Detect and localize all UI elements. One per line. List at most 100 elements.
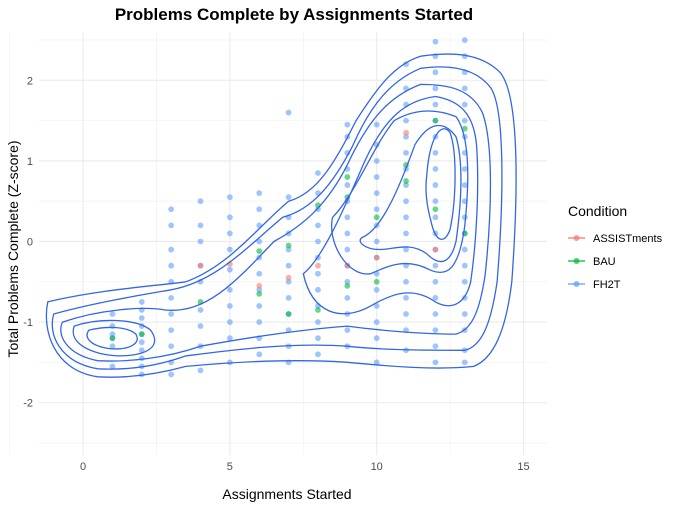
data-point-fh2t [432,359,439,366]
data-point-fh2t [197,367,204,374]
data-point-bau [344,282,351,289]
density-contour-line [86,326,138,350]
data-point-fh2t [432,198,439,205]
data-point-fh2t [315,270,321,277]
data-point-fh2t [403,246,409,253]
data-point-fh2t [285,194,292,201]
data-point-fh2t [432,262,439,269]
data-point-fh2t [256,238,263,245]
data-point-fh2t [403,182,409,188]
chart-title: Problems Complete by Assignments Started [115,5,473,24]
data-point-fh2t [226,194,233,201]
data-point-fh2t [138,299,145,305]
data-point-fh2t [373,206,380,213]
data-point-bau [315,307,321,313]
y-tick-label: 2 [27,75,33,87]
data-point-bau [461,125,468,132]
data-point-fh2t [461,182,468,188]
legend-label-fh2t: FH2T [593,279,621,291]
data-point-fh2t [315,206,321,213]
data-point-fh2t [197,307,204,313]
data-point-assistments [256,282,263,289]
data-point-fh2t [403,198,409,205]
y-tick-label: 0 [27,236,33,248]
minor-gridlines [9,32,547,455]
x-tick-label: 0 [80,461,86,473]
x-tick-label: 15 [517,461,529,473]
legend: Condition ASSISTments BAU FH2T [568,203,663,291]
data-point-fh2t [432,69,439,76]
data-point-fh2t [226,286,233,293]
data-point-fh2t [226,319,233,325]
data-point-fh2t [432,182,439,188]
data-point-fh2t [109,311,116,317]
data-point-fh2t [109,343,116,350]
data-point-fh2t [256,319,263,325]
data-point-fh2t [256,270,263,277]
x-axis-ticks: 0 5 10 15 [80,461,530,473]
legend-key-dot [573,235,580,241]
data-point-fh2t [109,363,116,370]
data-point-fh2t [315,222,321,229]
data-point-fh2t [315,319,321,325]
data-point-bau [109,335,116,342]
y-axis-ticks: -2 -1 0 1 2 [23,75,33,409]
data-point-fh2t [226,266,233,273]
y-tick-label: 1 [27,156,33,168]
density-contour-line [359,124,462,263]
density-contour-line [60,83,492,362]
data-point-fh2t [432,85,439,92]
density-contour-line [302,95,479,315]
data-point-fh2t [461,359,468,366]
data-point-fh2t [461,37,468,43]
legend-label-assistments: ASSISTments [593,233,663,245]
data-point-bau [403,178,409,184]
data-point-fh2t [168,222,175,229]
y-tick-label: -1 [23,317,33,329]
data-point-bau [432,206,439,213]
legend-title: Condition [568,203,627,219]
data-point-bau [373,278,380,285]
data-point-fh2t [256,190,263,197]
data-point-fh2t [461,278,468,285]
legend-label-bau: BAU [593,256,616,268]
data-point-fh2t [373,174,380,180]
data-point-fh2t [344,246,351,253]
data-point-fh2t [168,371,175,378]
data-point-fh2t [432,311,439,317]
data-point-fh2t [197,323,204,329]
data-point-fh2t [432,294,439,301]
data-point-fh2t [197,238,204,245]
data-point-fh2t [344,214,351,221]
data-point-fh2t [256,303,263,309]
data-point-fh2t [373,121,380,128]
data-point-fh2t [432,327,439,334]
data-point-fh2t [461,101,468,108]
data-point-fh2t [403,133,409,140]
data-point-fh2t [168,246,175,253]
data-point-fh2t [168,294,175,301]
data-point-assistments [373,254,380,261]
data-point-fh2t [373,286,380,293]
data-point-bau [256,248,263,255]
data-point-fh2t [403,117,409,124]
data-point-fh2t [315,351,321,358]
data-point-fh2t [344,327,351,334]
data-point-bau [138,331,145,338]
data-point-fh2t [315,238,321,245]
data-point-fh2t [226,214,233,221]
data-point-fh2t [344,182,351,188]
data-point-fh2t [138,315,145,321]
data-point-fh2t [344,230,351,237]
data-point-fh2t [285,246,292,253]
data-point-fh2t [285,278,292,285]
data-point-bau [256,290,263,297]
data-point-fh2t [461,294,468,301]
data-point-fh2t [344,121,351,128]
data-point-fh2t [432,343,439,350]
data-point-fh2t [168,262,175,269]
data-point-assistments [197,262,204,269]
data-point-fh2t [138,355,145,362]
data-point-fh2t [403,311,409,317]
data-point-fh2t [432,38,439,45]
